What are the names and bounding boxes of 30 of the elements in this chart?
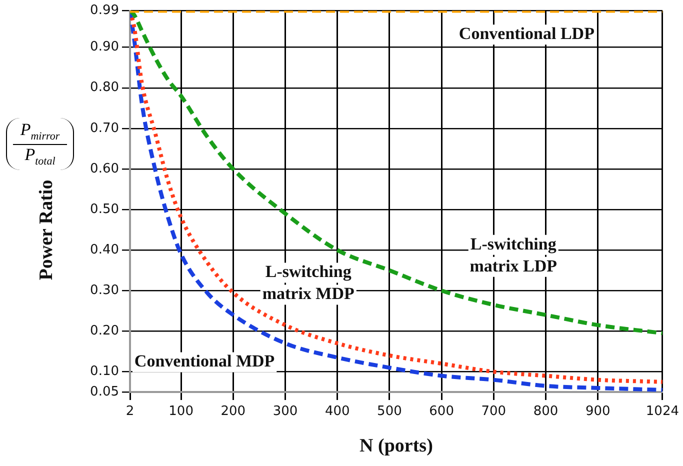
- series-label: L-switching matrix MDP: [262, 262, 354, 304]
- y-tick-label: 0.70: [90, 120, 119, 136]
- series-label: Conventional MDP: [134, 352, 275, 371]
- y-tick-label: 0.99: [90, 3, 119, 18]
- x-tick-label: 200: [220, 404, 246, 420]
- y-axis-title: Power Ratio: [36, 180, 58, 280]
- y-tick-label: 0.90: [90, 40, 119, 55]
- y-tick-label: 0.40: [90, 242, 119, 258]
- x-tick-label: 100: [168, 404, 194, 420]
- y-tick-label: 0.30: [90, 282, 119, 298]
- y-tick-label: 0.10: [90, 364, 119, 380]
- text: P$_{mirror}$: [13, 120, 67, 146]
- text: P$_{total}$: [24, 145, 56, 168]
- x-tick-label: 600: [429, 404, 454, 420]
- x-tick-label: 1024: [646, 404, 680, 420]
- series-label: L-switching matrix LDP: [470, 234, 558, 276]
- y-tick-label: 0.50: [90, 202, 119, 217]
- x-tick-label: 800: [533, 404, 558, 420]
- x-tick-label: 700: [481, 404, 506, 420]
- y-tick-label: 0.05: [90, 384, 119, 400]
- series-label: Conventional LDP: [458, 24, 594, 44]
- y-tick-label: 0.20: [90, 324, 119, 339]
- x-tick-label: 900: [585, 404, 610, 420]
- x-axis-title: N (ports): [360, 436, 433, 457]
- x-tick-label: 400: [324, 404, 350, 420]
- x-tick-label: 300: [272, 404, 298, 420]
- y-tick-label: 0.60: [90, 161, 119, 176]
- x-tick-label: 2: [126, 404, 134, 420]
- y-tick-label: 0.80: [90, 80, 119, 96]
- x-tick-label: 500: [377, 404, 402, 420]
